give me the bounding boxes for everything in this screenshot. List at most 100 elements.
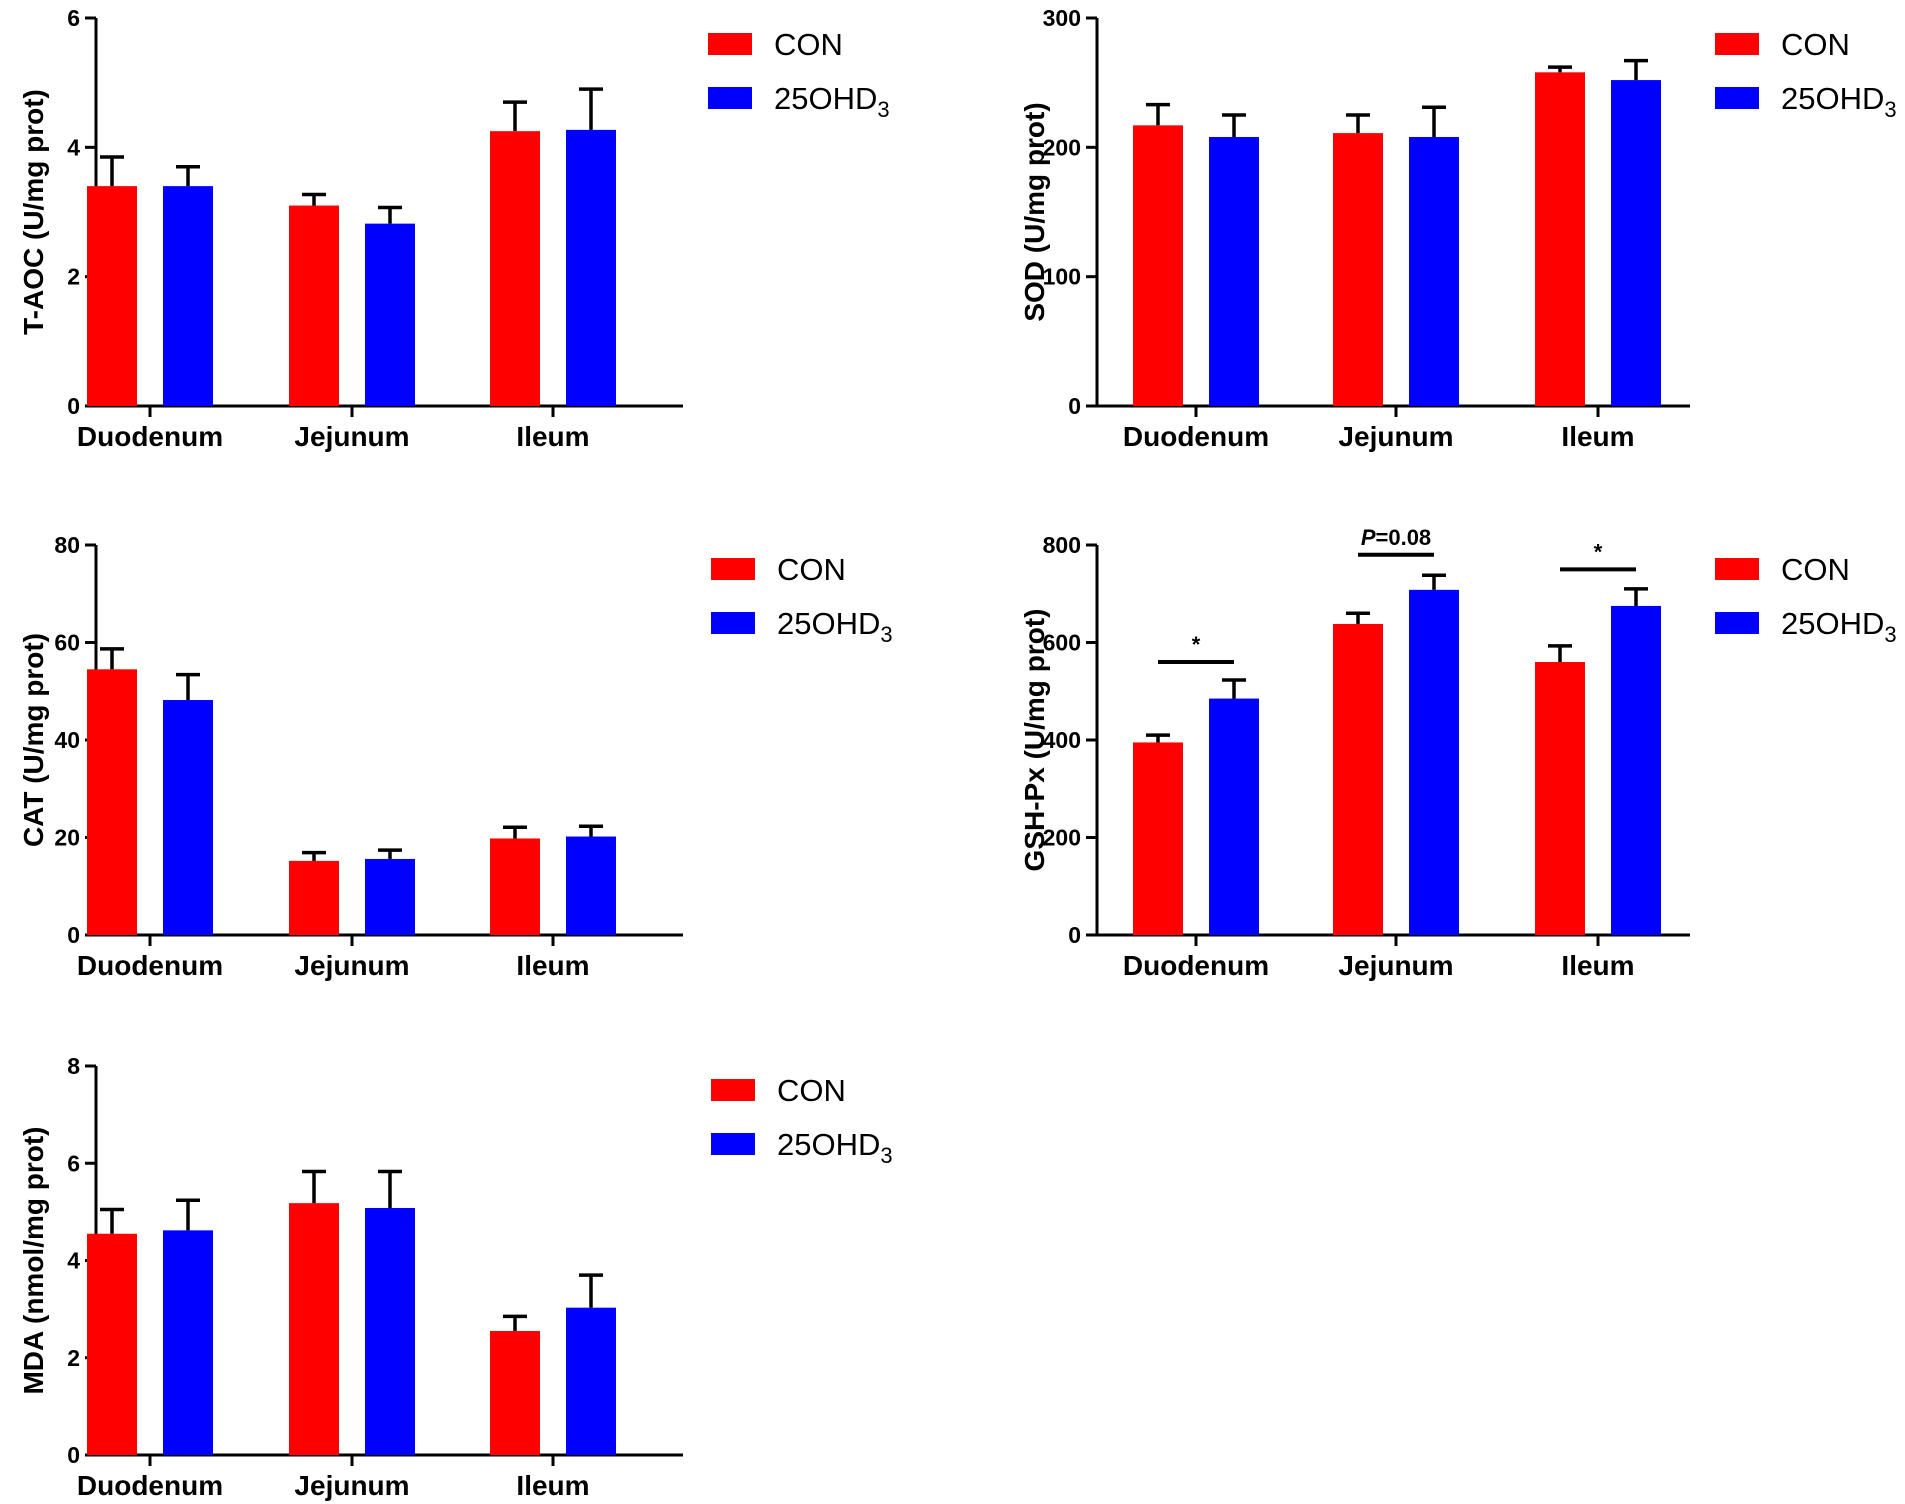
y-tick-label: 400 xyxy=(1043,727,1081,753)
bar-con-jejunum xyxy=(289,860,339,935)
y-tick-label: 100 xyxy=(1043,264,1081,290)
x-category-label: Jejunum xyxy=(1338,950,1453,981)
y-tick-label: 0 xyxy=(67,393,80,419)
legend-label-main: 25OHD xyxy=(1781,606,1884,641)
y-axis-label: MDA (nmol/mg prot) xyxy=(18,1126,49,1394)
y-tick-label: 6 xyxy=(67,1150,80,1176)
bar-con-ileum xyxy=(490,131,540,406)
y-tick-label: 2 xyxy=(67,264,80,290)
legend-label-main: CON xyxy=(777,1073,846,1108)
legend-label-con: CON xyxy=(777,552,846,587)
bar-con-ileum xyxy=(490,838,540,935)
x-category-label: Duodenum xyxy=(77,1470,223,1501)
bar-25ohd3-ileum xyxy=(566,1307,616,1455)
significance-label: P=0.08 xyxy=(1361,525,1431,550)
x-category-label: Jejunum xyxy=(294,950,409,981)
y-axis-label: CAT (U/mg prot) xyxy=(18,633,49,847)
legend-label-25ohd3: 25OHD3 xyxy=(1781,81,1897,122)
bar-con-jejunum xyxy=(1333,623,1383,935)
legend-label-subscript: 3 xyxy=(877,97,889,122)
bar-25ohd3-jejunum xyxy=(1409,136,1459,406)
bar-25ohd3-ileum xyxy=(1611,605,1661,935)
x-category-label: Jejunum xyxy=(294,1470,409,1501)
legend-label-main: 25OHD xyxy=(774,81,877,116)
bar-25ohd3-jejunum xyxy=(365,1207,415,1455)
y-tick-label: 6 xyxy=(67,5,80,31)
y-tick-label: 200 xyxy=(1043,134,1081,160)
legend-swatch-con xyxy=(708,33,752,55)
y-tick-label: 20 xyxy=(54,825,80,851)
bar-25ohd3-duodenum xyxy=(1209,698,1259,935)
y-tick-label: 300 xyxy=(1043,5,1081,31)
legend-swatch-con xyxy=(1715,558,1759,580)
bar-con-duodenum xyxy=(1133,742,1183,935)
y-tick-label: 0 xyxy=(1068,922,1081,948)
legend-label-25ohd3: 25OHD3 xyxy=(1781,606,1897,647)
legend-label-main: CON xyxy=(777,552,846,587)
x-category-label: Ileum xyxy=(1561,421,1634,452)
legend-swatch-25ohd3 xyxy=(711,1133,755,1155)
bar-25ohd3-jejunum xyxy=(365,223,415,406)
y-tick-label: 4 xyxy=(67,1248,80,1274)
x-category-label: Duodenum xyxy=(1123,950,1269,981)
y-tick-label: 8 xyxy=(67,1053,80,1079)
legend-label-main: CON xyxy=(774,27,843,62)
y-axis-label: SOD (U/mg prot) xyxy=(1019,102,1050,321)
x-category-label: Ileum xyxy=(516,1470,589,1501)
y-tick-label: 60 xyxy=(54,630,80,656)
y-tick-label: 80 xyxy=(54,532,80,558)
bar-25ohd3-ileum xyxy=(566,129,616,406)
x-category-label: Jejunum xyxy=(294,421,409,452)
bar-con-jejunum xyxy=(1333,133,1383,406)
x-category-label: Duodenum xyxy=(77,950,223,981)
legend-label-25ohd3: 25OHD3 xyxy=(774,81,890,122)
y-tick-label: 0 xyxy=(1068,393,1081,419)
legend-label-main: CON xyxy=(1781,552,1850,587)
legend-label-subscript: 3 xyxy=(1884,97,1896,122)
x-category-label: Duodenum xyxy=(77,421,223,452)
bar-con-duodenum xyxy=(87,1233,137,1455)
bar-25ohd3-duodenum xyxy=(163,1230,213,1455)
legend-label-subscript: 3 xyxy=(880,622,892,647)
bar-con-ileum xyxy=(490,1331,540,1455)
legend-swatch-25ohd3 xyxy=(708,87,752,109)
y-tick-label: 800 xyxy=(1043,532,1081,558)
bar-con-jejunum xyxy=(289,1203,339,1455)
significance-label: * xyxy=(1192,632,1201,657)
bar-25ohd3-duodenum xyxy=(1209,136,1259,406)
bar-con-jejunum xyxy=(289,205,339,406)
chart-panel-gsh-px: 0 200 400 600 800 GSH-Px (U/mg prot) Duodenum J… xyxy=(1019,525,1897,981)
bar-25ohd3-duodenum xyxy=(163,186,213,406)
significance-p-prefix: P xyxy=(1361,525,1376,550)
x-category-label: Ileum xyxy=(516,421,589,452)
legend-swatch-con xyxy=(711,558,755,580)
chart-panel-cat: 0 20 40 60 80 CAT (U/mg prot) Duodenum Jejunum I… xyxy=(18,532,893,981)
significance-label: * xyxy=(1594,539,1603,564)
legend-label-con: CON xyxy=(777,1073,846,1108)
y-tick-label: 40 xyxy=(54,727,80,753)
y-tick-label: 2 xyxy=(67,1345,80,1371)
y-axis-label: GSH-Px (U/mg prot) xyxy=(1019,609,1050,872)
legend-swatch-25ohd3 xyxy=(1715,612,1759,634)
bar-25ohd3-duodenum xyxy=(163,700,213,935)
bar-con-duodenum xyxy=(87,669,137,935)
legend-label-main: 25OHD xyxy=(777,606,880,641)
bar-25ohd3-jejunum xyxy=(1409,589,1459,935)
chart-panel-t-aoc: 0 2 4 6 T-AOC (U/mg prot) Duodenum Jejunum Ileu… xyxy=(18,5,890,452)
legend-swatch-con xyxy=(1715,33,1759,55)
bar-25ohd3-ileum xyxy=(566,836,616,935)
legend-swatch-con xyxy=(711,1079,755,1101)
legend-label-subscript: 3 xyxy=(880,1143,892,1168)
significance-text: =0.08 xyxy=(1376,525,1432,550)
x-category-label: Ileum xyxy=(1561,950,1634,981)
x-category-label: Ileum xyxy=(516,950,589,981)
legend-label-main: CON xyxy=(1781,27,1850,62)
x-category-label: Duodenum xyxy=(1123,421,1269,452)
legend-swatch-25ohd3 xyxy=(711,612,755,634)
y-tick-label: 600 xyxy=(1043,630,1081,656)
legend-label-subscript: 3 xyxy=(1884,622,1896,647)
significance-text: * xyxy=(1192,632,1201,657)
y-tick-label: 0 xyxy=(67,922,80,948)
legend-label-con: CON xyxy=(774,27,843,62)
